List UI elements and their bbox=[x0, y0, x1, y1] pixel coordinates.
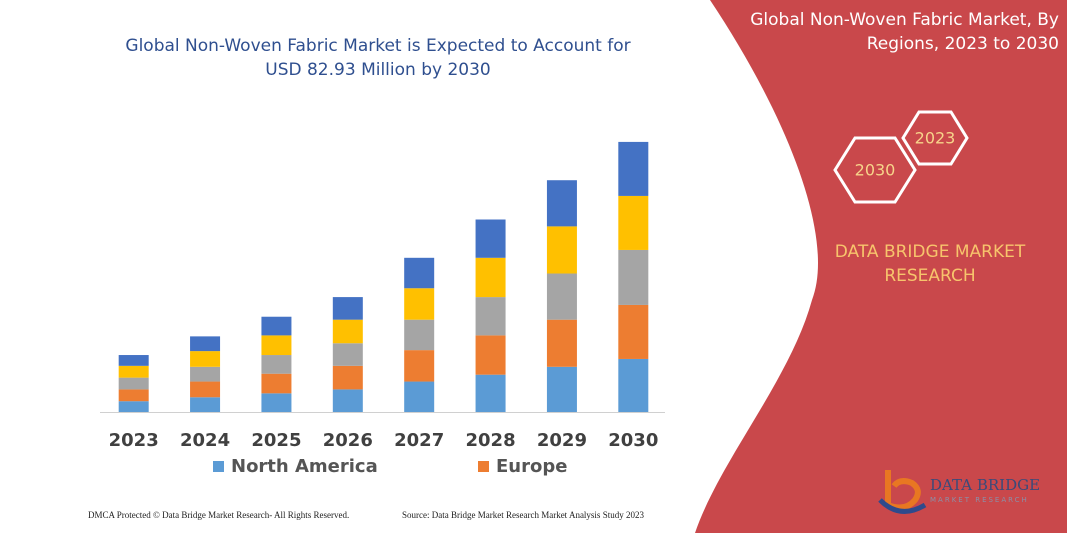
hex-label: 2030 bbox=[855, 161, 896, 180]
bar-segment bbox=[546, 273, 577, 320]
footer-right: Source: Data Bridge Market Research Mark… bbox=[402, 510, 644, 520]
bar-segment bbox=[404, 257, 435, 289]
x-tick-label: 2023 bbox=[109, 430, 159, 451]
bar-segment bbox=[618, 141, 649, 196]
bar-segment bbox=[332, 389, 363, 412]
side-panel bbox=[695, 0, 1067, 533]
bar-segment bbox=[261, 373, 292, 394]
hex-label: 2023 bbox=[915, 129, 956, 148]
x-tick-label: 2026 bbox=[323, 430, 373, 451]
footer-left: DMCA Protected © Data Bridge Market Rese… bbox=[88, 510, 349, 520]
bar-segment bbox=[190, 397, 221, 412]
bar-segment bbox=[618, 195, 649, 250]
bar-segment bbox=[261, 393, 292, 412]
legend-label: North America bbox=[231, 456, 378, 477]
bar-segment bbox=[118, 355, 149, 366]
x-tick-label: 2025 bbox=[251, 430, 301, 451]
bar-segment bbox=[118, 377, 149, 390]
bar-segment bbox=[332, 297, 363, 320]
chart-title: Global Non-Woven Fabric Market is Expect… bbox=[125, 36, 631, 80]
bar-segment bbox=[332, 319, 363, 344]
bar-segment bbox=[475, 374, 506, 412]
bar-segment bbox=[261, 355, 292, 374]
bar-segment bbox=[546, 366, 577, 412]
bar-segment bbox=[118, 401, 149, 412]
x-tick-label: 2024 bbox=[180, 430, 230, 451]
x-tick-label: 2029 bbox=[537, 430, 587, 451]
bar-segment bbox=[404, 381, 435, 412]
bar-segment bbox=[618, 249, 649, 305]
bar-segment bbox=[190, 366, 221, 382]
bar-segment bbox=[475, 219, 506, 258]
bar-segment bbox=[475, 257, 506, 298]
legend-swatch bbox=[213, 461, 224, 472]
bar-segment bbox=[261, 316, 292, 336]
logo-tagline: MARKET RESEARCH bbox=[930, 496, 1029, 504]
bar-segment bbox=[546, 319, 577, 367]
brand: DATA BRIDGE MARKET RESEARCH bbox=[834, 242, 1026, 286]
bar-segment bbox=[261, 335, 292, 356]
logo-name: DATA BRIDGE bbox=[930, 476, 1040, 494]
hexagon bbox=[833, 136, 917, 204]
x-tick-label: 2027 bbox=[394, 430, 444, 451]
bar-segment bbox=[404, 350, 435, 382]
logo-icon bbox=[878, 470, 927, 514]
bar-segment bbox=[475, 335, 506, 375]
bar-segment bbox=[404, 288, 435, 320]
bar-segment bbox=[190, 351, 221, 367]
bar-segment bbox=[546, 180, 577, 227]
x-tick-label: 2030 bbox=[608, 430, 658, 451]
bar-segment bbox=[404, 319, 435, 351]
legend-label: Europe bbox=[496, 456, 567, 477]
bar-segment bbox=[190, 336, 221, 352]
bar-segment bbox=[190, 381, 221, 398]
x-tick-label: 2028 bbox=[466, 430, 516, 451]
bar-segment bbox=[118, 365, 149, 378]
bar-segment bbox=[332, 365, 363, 390]
bar-segment bbox=[546, 226, 577, 274]
legend-swatch bbox=[478, 461, 489, 472]
bar-segment bbox=[475, 297, 506, 336]
hexagon bbox=[901, 110, 969, 166]
bar-segment bbox=[332, 343, 363, 366]
bar-segment bbox=[618, 304, 649, 359]
bar-segment bbox=[618, 358, 649, 412]
panel-title: Global Non-Woven Fabric Market, By Regio… bbox=[750, 10, 1059, 54]
bar-segment bbox=[118, 389, 149, 402]
